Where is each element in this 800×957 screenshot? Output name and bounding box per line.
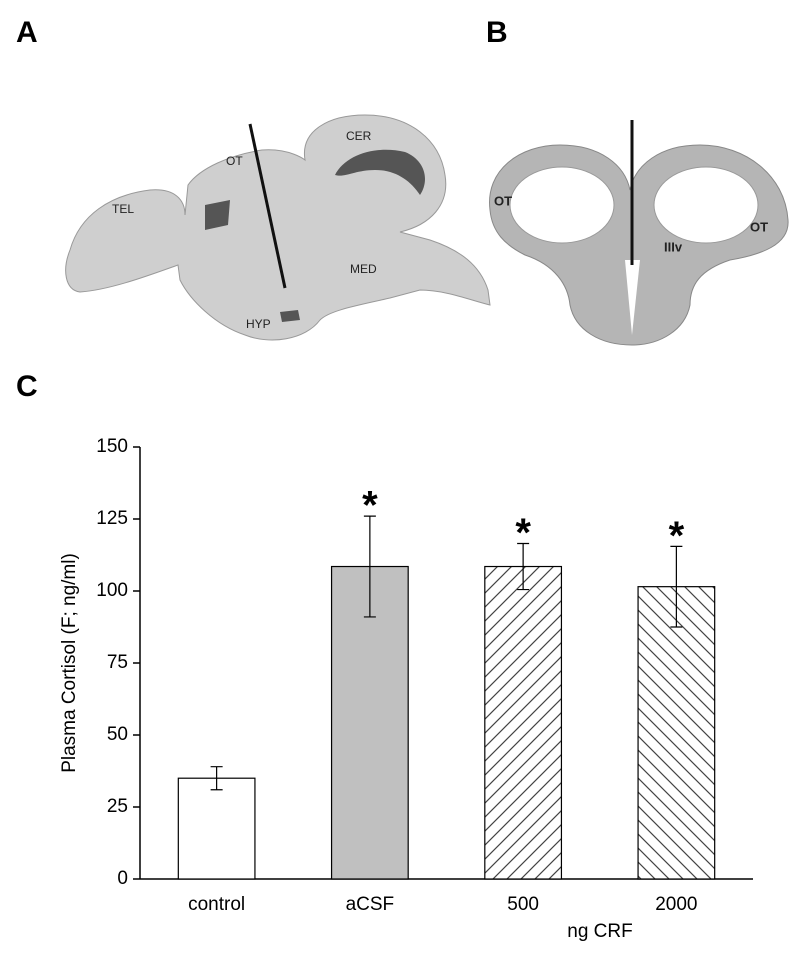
panel-letter: B: [486, 16, 508, 49]
error-bar: [363, 515, 376, 618]
region-label: OT: [494, 193, 512, 208]
error-bar: [517, 542, 530, 591]
significance-marker: *: [669, 514, 685, 558]
bar: [484, 565, 563, 880]
bar: [637, 586, 716, 880]
y-tick-label: 100: [96, 580, 128, 601]
region-label: OT: [750, 219, 768, 234]
panel-letter: A: [16, 16, 38, 49]
y-tick-label: 50: [107, 724, 128, 745]
x-tick-label: aCSF: [346, 894, 395, 915]
x-tick-label: 2000: [655, 894, 697, 915]
y-axis-label: Plasma Cortisol (F; ng/ml): [59, 553, 80, 773]
error-bar: [670, 545, 683, 628]
region-label: HYP: [246, 317, 271, 331]
bar: [330, 565, 409, 880]
y-tick-label: 75: [107, 652, 128, 673]
significance-marker: *: [362, 484, 378, 528]
region-label: TEL: [112, 202, 134, 216]
coronal-section: OT OT IIIv: [489, 120, 789, 346]
y-tick-label: 150: [96, 436, 128, 457]
region-label: OT: [226, 154, 243, 168]
x-tick-label: 500: [507, 894, 539, 915]
error-bar: [210, 766, 223, 791]
y-tick-label: 0: [117, 868, 128, 889]
x-axis-label: ng CRF: [567, 921, 632, 942]
region-label: CER: [346, 129, 372, 143]
x-tick-label: control: [188, 894, 245, 915]
significance-marker: *: [515, 511, 531, 555]
panel-letter: C: [16, 370, 38, 403]
y-tick-label: 25: [107, 796, 128, 817]
region-label: IIIv: [664, 239, 683, 254]
region-label: MED: [350, 262, 377, 276]
sagittal-section: TEL OT CER MED HYP: [65, 114, 491, 341]
bar: [177, 777, 256, 880]
y-tick-label: 125: [96, 508, 128, 529]
